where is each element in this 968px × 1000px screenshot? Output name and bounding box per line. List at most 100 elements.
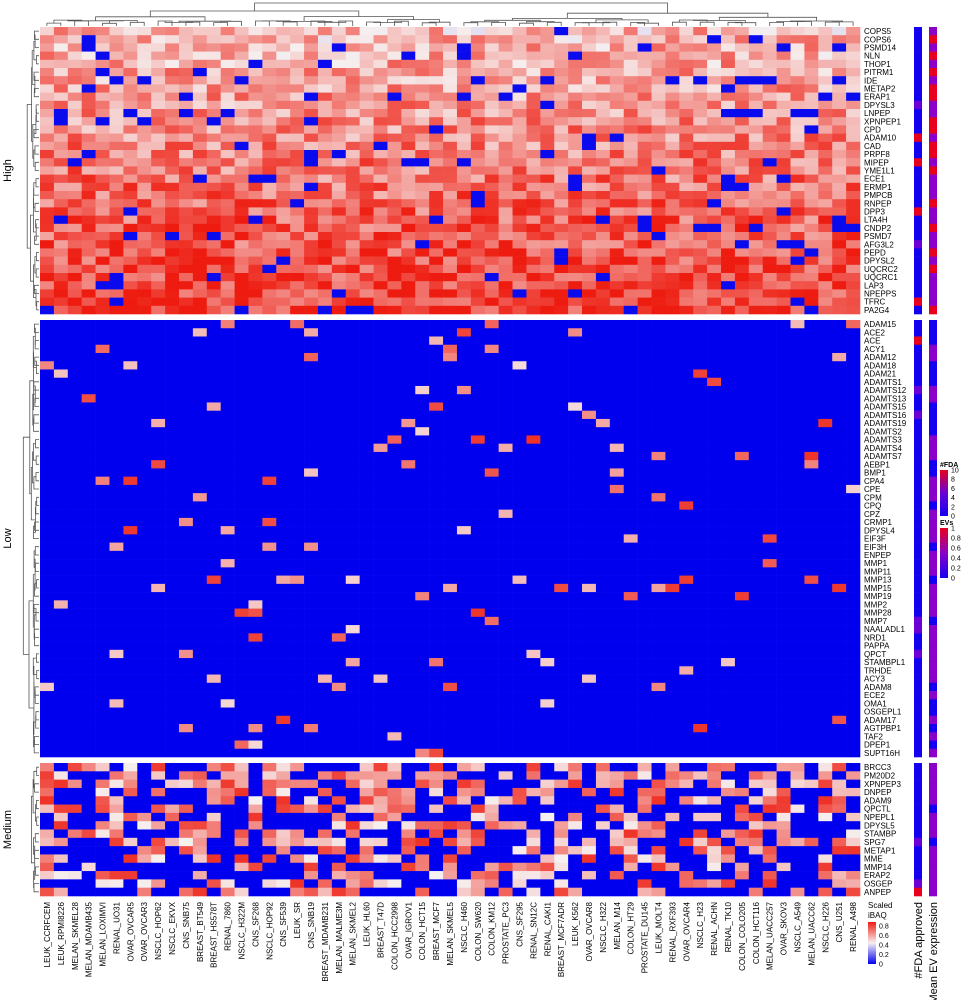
- heatmap-cell: [345, 248, 360, 257]
- heatmap-cell: [151, 484, 166, 494]
- heatmap-cell: [470, 641, 486, 651]
- heatmap-cell: [220, 699, 235, 708]
- heatmap-cell: [234, 435, 249, 444]
- heatmap-cell: [568, 468, 583, 477]
- heatmap-cell: [456, 435, 472, 444]
- heatmap-cell: [512, 207, 527, 216]
- heatmap-cell: [665, 352, 680, 362]
- heatmap-cell: [123, 435, 138, 444]
- heatmap-cell: [790, 158, 805, 167]
- heatmap-cell: [526, 493, 541, 502]
- heatmap-cell: [554, 451, 569, 461]
- heatmap-cell: [721, 352, 736, 362]
- heatmap-cell: [387, 402, 402, 411]
- heatmap-cell: [345, 682, 360, 692]
- heatmap-cell: [790, 567, 805, 576]
- heatmap-cell: [345, 305, 360, 315]
- heatmap-cell: [456, 117, 472, 126]
- heatmap-cell: [623, 443, 638, 453]
- heatmap-cell: [846, 592, 861, 601]
- heatmap-cell: [81, 109, 96, 118]
- heatmap-cell: [220, 592, 235, 601]
- heatmap-cell: [165, 608, 180, 618]
- heatmap-cell: [790, 117, 805, 126]
- heatmap-cell: [81, 567, 96, 576]
- heatmap-cell: [81, 501, 96, 510]
- heatmap-cell: [498, 182, 513, 192]
- heatmap-cell: [192, 641, 208, 651]
- heatmap-cell: [623, 460, 638, 469]
- heatmap-cell: [776, 289, 791, 298]
- heatmap-cell: [623, 410, 638, 420]
- heatmap-cell: [262, 658, 277, 667]
- heatmap-cell: [609, 699, 625, 708]
- heatmap-cell: [151, 658, 166, 667]
- heatmap-cell: [818, 133, 833, 143]
- heatmap-cell: [95, 35, 110, 44]
- heatmap-cell: [554, 567, 569, 576]
- heatmap-cell: [498, 59, 513, 69]
- dendrogram-branch: [33, 681, 35, 735]
- heatmap-cell: [609, 575, 625, 585]
- heatmap-cell: [262, 92, 277, 102]
- heatmap-cell: [67, 158, 82, 167]
- heatmap-cell: [429, 352, 444, 362]
- heatmap-cell: [137, 567, 152, 576]
- heatmap-cell: [721, 691, 736, 700]
- heatmap-cell: [53, 451, 69, 461]
- heatmap-cell: [67, 125, 82, 134]
- heatmap-cell: [443, 361, 458, 370]
- heatmap-cell: [165, 394, 180, 403]
- heatmap-cell: [359, 281, 374, 290]
- heatmap-cell: [331, 352, 347, 362]
- heatmap-cell: [456, 616, 472, 626]
- heatmap-cell: [568, 682, 583, 692]
- heatmap-cell: [304, 336, 319, 346]
- heatmap-cell: [137, 468, 152, 477]
- heatmap-cell: [582, 215, 597, 225]
- heatmap-cell: [95, 583, 110, 593]
- heatmap-cell: [734, 674, 750, 684]
- heatmap-cell: [192, 699, 208, 708]
- heatmap-cell: [165, 517, 180, 527]
- heatmap-cell: [95, 616, 110, 626]
- heatmap-cell: [40, 592, 55, 601]
- heatmap-cell: [401, 625, 416, 634]
- heatmap-cell: [804, 76, 819, 85]
- heatmap-cell: [220, 92, 235, 102]
- heatmap-cell: [137, 625, 152, 634]
- heatmap-cell: [623, 117, 638, 126]
- heatmap-cell: [721, 223, 736, 233]
- heatmap-cell: [373, 248, 388, 257]
- heatmap-cell: [415, 575, 430, 585]
- heatmap-cell: [220, 460, 235, 469]
- heatmap-cell: [846, 484, 861, 494]
- heatmap-cell: [317, 150, 333, 159]
- heatmap-cell: [554, 435, 569, 444]
- heatmap-cell: [443, 575, 458, 585]
- heatmap-cell: [512, 435, 527, 444]
- heatmap-cell: [832, 435, 847, 444]
- heatmap-cell: [81, 435, 96, 444]
- heatmap-cell: [67, 68, 82, 77]
- heatmap-cell: [429, 174, 444, 184]
- heatmap-cell: [734, 352, 750, 362]
- heatmap-cell: [151, 468, 166, 477]
- heatmap-cell: [290, 35, 305, 44]
- heatmap-cell: [429, 35, 444, 44]
- heatmap-cell: [707, 336, 722, 346]
- heatmap-cell: [81, 443, 96, 453]
- heatmap-cell: [53, 328, 69, 337]
- heatmap-cell: [651, 109, 666, 118]
- heatmap-cell: [832, 427, 847, 436]
- heatmap-cell: [776, 443, 791, 453]
- heatmap-cell: [554, 691, 569, 700]
- heatmap-cell: [67, 418, 82, 428]
- heatmap-cell: [109, 158, 124, 167]
- heatmap-cell: [151, 256, 166, 266]
- heatmap-cell: [290, 232, 305, 241]
- heatmap-cell: [540, 328, 555, 337]
- heatmap-cell: [220, 542, 235, 552]
- heatmap-cell: [206, 174, 221, 184]
- heatmap-cell: [109, 133, 124, 143]
